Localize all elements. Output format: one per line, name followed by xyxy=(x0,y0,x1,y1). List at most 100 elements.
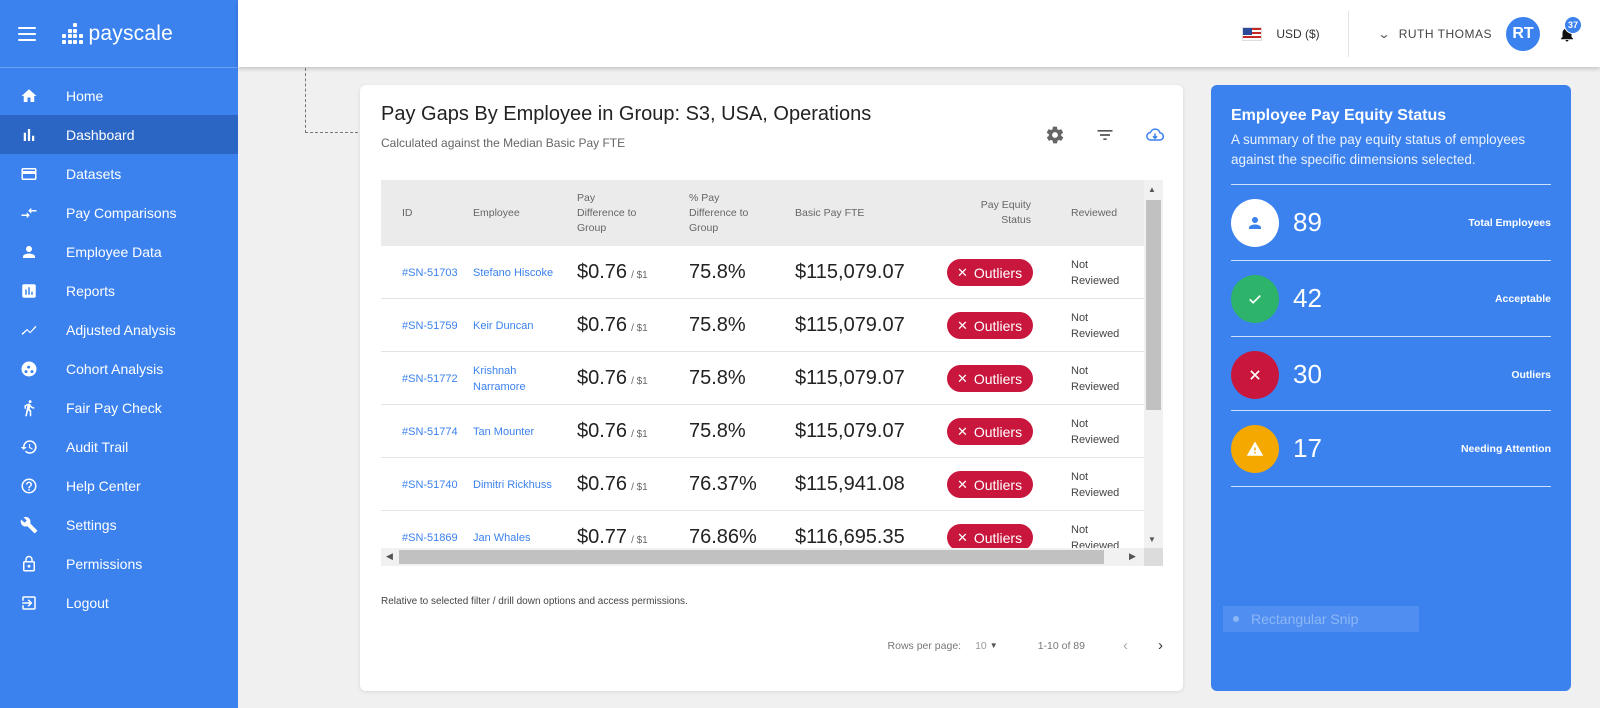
status-badge[interactable]: ✕ Outliers xyxy=(946,365,1034,392)
horizontal-scrollbar[interactable]: ◀ ▶ xyxy=(381,548,1163,566)
employee-name-link[interactable]: Tan Mounter xyxy=(473,425,535,438)
sidebar-item-label: Logout xyxy=(66,594,109,611)
sidebar-item-audit-trail[interactable]: Audit Trail xyxy=(0,427,238,466)
stat-total-employees[interactable]: 89 Total Employees xyxy=(1231,184,1551,260)
sidebar-item-employee-data[interactable]: Employee Data xyxy=(0,232,238,271)
col-header-pay-equity-status[interactable]: Pay Equity Status xyxy=(980,199,1031,226)
compare-arrows-icon xyxy=(20,204,38,222)
employee-id-link[interactable]: #SN-51759 xyxy=(402,319,458,332)
status-badge[interactable]: ✕ Outliers xyxy=(946,524,1034,551)
scroll-up-arrow-icon[interactable]: ▲ xyxy=(1148,185,1156,194)
rows-per-page-select[interactable]: 10 ▼ xyxy=(975,640,998,652)
sidebar-item-fair-pay-check[interactable]: Fair Pay Check xyxy=(0,388,238,427)
status-cell: ✕ Outliers xyxy=(946,299,1034,352)
col-header-employee[interactable]: Employee xyxy=(473,206,520,219)
rectangular-snip-overlay: Rectangular Snip xyxy=(1223,606,1419,632)
employee-id-link[interactable]: #SN-51869 xyxy=(402,531,458,544)
employee-id-link[interactable]: #SN-51703 xyxy=(402,266,458,279)
pagination-range: 1-10 of 89 xyxy=(1037,639,1085,652)
employee-name-link[interactable]: Jan Whales xyxy=(473,531,531,544)
scroll-right-arrow-icon[interactable]: ▶ xyxy=(1129,551,1136,561)
employee-id-link[interactable]: #SN-51774 xyxy=(402,425,458,438)
sidebar-item-label: Settings xyxy=(66,516,117,533)
bell-icon[interactable]: 37 xyxy=(1558,15,1582,44)
sidebar-item-reports[interactable]: Reports xyxy=(0,271,238,310)
sidebar-item-label: Fair Pay Check xyxy=(66,399,162,416)
chevron-down-icon[interactable]: ⌄ xyxy=(1377,26,1391,41)
status-badge[interactable]: ✕ Outliers xyxy=(946,471,1034,498)
card-tools xyxy=(1017,123,1167,147)
table-row[interactable]: #SN-51759 Keir Duncan $0.76/ $1 75.8% $1… xyxy=(381,299,1144,352)
sidebar-item-permissions[interactable]: Permissions xyxy=(0,544,238,583)
table-row[interactable]: #SN-51772 Krishnah Narramore $0.76/ $1 7… xyxy=(381,352,1144,405)
pay-difference-value: $0.77 xyxy=(577,526,628,548)
payscale-logo[interactable]: payscale xyxy=(62,22,173,46)
employee-name-link[interactable]: Keir Duncan xyxy=(473,319,534,332)
sidebar-item-home[interactable]: Home xyxy=(0,76,238,115)
currency-selector[interactable]: USD ($) xyxy=(1276,26,1320,41)
check-icon xyxy=(1231,274,1279,323)
menu-icon[interactable] xyxy=(18,26,36,41)
employee-name-link[interactable]: Stefano Hiscoke xyxy=(473,266,554,279)
sidebar-item-label: Adjusted Analysis xyxy=(66,321,176,338)
employee-id-link[interactable]: #SN-51772 xyxy=(402,372,458,385)
employee-id-link[interactable]: #SN-51740 xyxy=(402,478,458,491)
close-icon: ✕ xyxy=(956,423,968,439)
sidebar-item-pay-comparisons[interactable]: Pay Comparisons xyxy=(0,193,238,232)
previous-page-button[interactable]: ‹ xyxy=(1123,637,1128,654)
status-badge[interactable]: ✕ Outliers xyxy=(946,418,1034,445)
table-row[interactable]: #SN-51869 Jan Whales $0.77/ $1 76.86% $1… xyxy=(381,511,1144,564)
status-label: Outliers xyxy=(973,264,1023,281)
stat-value: 17 xyxy=(1293,433,1322,463)
sidebar-item-settings[interactable]: Settings xyxy=(0,505,238,544)
table-row[interactable]: #SN-51774 Tan Mounter $0.76/ $1 75.8% $1… xyxy=(381,405,1144,458)
employee-name-link[interactable]: Dimitri Rickhuss xyxy=(473,478,552,491)
scroll-down-arrow-icon[interactable]: ▼ xyxy=(1148,535,1156,544)
status-label: Outliers xyxy=(973,476,1023,493)
status-badge[interactable]: ✕ Outliers xyxy=(946,259,1034,286)
status-badge[interactable]: ✕ Outliers xyxy=(946,312,1034,339)
avatar[interactable]: RT xyxy=(1506,16,1540,51)
gear-icon[interactable] xyxy=(1043,123,1067,147)
employee-name-link[interactable]: Krishnah Narramore xyxy=(473,364,526,393)
sidebar-item-logout[interactable]: Logout xyxy=(0,583,238,622)
next-page-button[interactable]: › xyxy=(1158,637,1163,654)
filter-icon[interactable] xyxy=(1093,123,1117,147)
sidebar-item-label: Dashboard xyxy=(66,126,135,143)
table-row[interactable]: #SN-51740 Dimitri Rickhuss $0.76/ $1 76.… xyxy=(381,458,1144,511)
sidebar-nav: Home Dashboard Datasets Pay Comparisons … xyxy=(0,76,238,622)
vertical-scrollbar[interactable]: ▲ ▼ xyxy=(1144,180,1163,548)
sidebar-item-adjusted-analysis[interactable]: Adjusted Analysis xyxy=(0,310,238,349)
close-icon: ✕ xyxy=(956,476,968,492)
vertical-scroll-thumb[interactable] xyxy=(1146,200,1161,410)
user-name[interactable]: RUTH THOMAS xyxy=(1398,26,1492,41)
cloud-download-icon[interactable] xyxy=(1143,123,1167,147)
pay-difference-unit: / $1 xyxy=(631,270,648,281)
rows-per-page-value: 10 xyxy=(975,639,987,652)
notification-badge: 37 xyxy=(1564,15,1582,34)
sidebar-item-datasets[interactable]: Datasets xyxy=(0,154,238,193)
status-cell: ✕ Outliers xyxy=(946,511,1034,564)
col-header-basic-pay[interactable]: Basic Pay FTE xyxy=(795,206,865,219)
stat-needing-attention[interactable]: 17 Needing Attention xyxy=(1231,410,1551,486)
status-cell: ✕ Outliers xyxy=(946,352,1034,405)
sidebar-item-label: Pay Comparisons xyxy=(66,204,177,221)
col-header-reviewed[interactable]: Reviewed xyxy=(1071,206,1118,219)
pay-difference: $0.77/ $1 xyxy=(577,511,687,564)
horizontal-scroll-thumb[interactable] xyxy=(399,550,1104,564)
stat-outliers[interactable]: 30 Outliers xyxy=(1231,336,1551,412)
table-row[interactable]: #SN-51703 Stefano Hiscoke $0.76/ $1 75.8… xyxy=(381,246,1144,299)
col-header-id[interactable]: ID xyxy=(402,206,413,219)
sidebar-item-label: Cohort Analysis xyxy=(66,360,164,377)
sidebar-item-help-center[interactable]: Help Center xyxy=(0,466,238,505)
col-header-pay-difference[interactable]: Pay Difference to Group xyxy=(577,191,637,234)
us-flag-icon[interactable] xyxy=(1242,26,1263,41)
card-subtitle: Calculated against the Median Basic Pay … xyxy=(381,136,626,150)
sidebar-item-dashboard[interactable]: Dashboard xyxy=(0,115,238,154)
col-header-pct-difference[interactable]: % Pay Difference to Group xyxy=(689,191,749,234)
pct-difference: 75.8% xyxy=(689,261,746,283)
scroll-left-arrow-icon[interactable]: ◀ xyxy=(386,551,393,561)
stat-acceptable[interactable]: 42 Acceptable xyxy=(1231,260,1551,336)
sidebar-item-cohort-analysis[interactable]: Cohort Analysis xyxy=(0,349,238,388)
basic-pay: $115,079.07 xyxy=(795,367,905,389)
